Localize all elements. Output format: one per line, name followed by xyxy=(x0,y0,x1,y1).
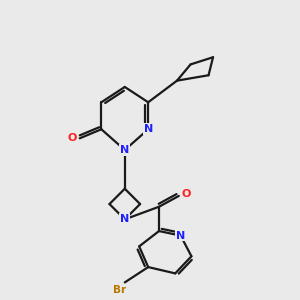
Text: Br: Br xyxy=(113,285,126,295)
Text: O: O xyxy=(181,189,191,199)
Text: N: N xyxy=(144,124,153,134)
Text: N: N xyxy=(120,145,129,155)
Text: O: O xyxy=(68,133,77,143)
Text: N: N xyxy=(120,214,129,224)
Text: N: N xyxy=(176,231,185,241)
